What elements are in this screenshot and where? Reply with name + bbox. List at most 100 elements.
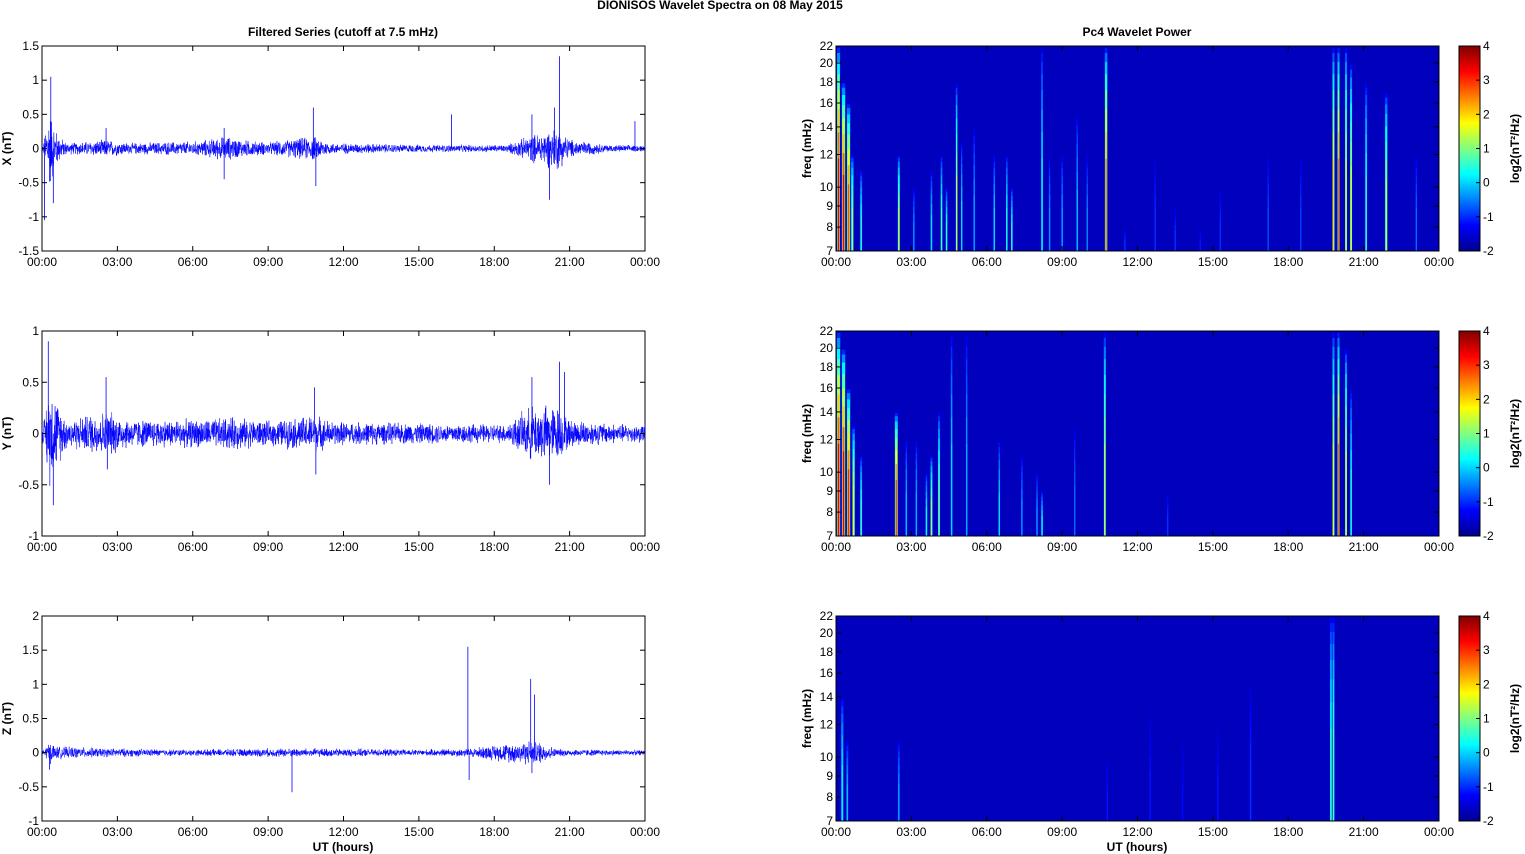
series-panel-y: -1 -0.5 0 0.5 1 00:00 03:00 06:00 09:00 12:00 15:0… xyxy=(0,324,660,554)
y-tick-label: -1 xyxy=(28,529,39,543)
wavelet-streak xyxy=(898,207,900,251)
colorbar-tick-label: -2 xyxy=(1483,244,1494,258)
series-line xyxy=(41,121,646,182)
colorbar-tick-label: 2 xyxy=(1483,107,1490,121)
freq-tick-label: 14 xyxy=(820,405,834,419)
freq-tick-label: 10 xyxy=(820,465,834,479)
wavelet-streak xyxy=(852,486,855,536)
wavelet-streak xyxy=(1105,158,1107,251)
y-tick-label: -1 xyxy=(28,814,39,828)
wavelet-streak xyxy=(1337,158,1340,251)
wavelet-streak xyxy=(1086,207,1088,251)
colorbar-tick-label: -1 xyxy=(1483,495,1494,509)
x-tick-label: 06:00 xyxy=(972,825,1002,839)
x-tick-label: 21:00 xyxy=(555,255,585,269)
x-tick-label: 12:00 xyxy=(1122,540,1152,554)
wavelet-ylabel: freq (mHz) xyxy=(800,404,814,463)
colorbar-tick-label: 3 xyxy=(1483,643,1490,657)
wavelet-streak xyxy=(1350,469,1352,536)
colorbar-tick-label: -2 xyxy=(1483,529,1494,543)
x-tick-label: 15:00 xyxy=(1198,255,1228,269)
series-ylabel: Z (nT) xyxy=(0,702,14,735)
wavelet-streak xyxy=(1267,207,1269,251)
wavelet-streak xyxy=(1076,189,1078,251)
wavelet-streak xyxy=(1174,230,1176,251)
wavelet-streak xyxy=(1332,158,1335,251)
freq-tick-label: 9 xyxy=(826,484,833,498)
colorbar-tick-label: 0 xyxy=(1483,176,1490,190)
colorbar-tick-label: 0 xyxy=(1483,746,1490,760)
wavelet-streak xyxy=(860,214,862,251)
x-tick-label: 00:00 xyxy=(630,825,660,839)
colorbar-tick-label: 3 xyxy=(1483,358,1490,372)
wavelet-streak xyxy=(898,784,900,821)
freq-tick-label: 14 xyxy=(820,690,834,704)
figure-title: DIONISOS Wavelet Spectra on 08 May 2015 xyxy=(597,0,843,12)
wavelet-streak xyxy=(1249,759,1252,821)
x-tick-label: 09:00 xyxy=(1047,540,1077,554)
wavelet-streak xyxy=(1167,515,1169,536)
wavelet-streak xyxy=(837,443,840,536)
x-tick-label: 21:00 xyxy=(555,825,585,839)
freq-tick-label: 8 xyxy=(826,790,833,804)
wavelet-streak xyxy=(842,174,845,251)
x-tick-label: 15:00 xyxy=(404,540,434,554)
freq-tick-label: 16 xyxy=(820,381,834,395)
x-tick-label: 06:00 xyxy=(178,825,208,839)
freq-tick-label: 18 xyxy=(820,75,834,89)
wavelet-streak xyxy=(1006,207,1008,251)
wavelet-ylabel: freq (mHz) xyxy=(800,689,814,748)
wavelet-streak xyxy=(1332,443,1335,536)
wavelet-streak xyxy=(1074,486,1076,536)
wavelet-streak xyxy=(905,492,907,536)
y-tick-label: 0.5 xyxy=(22,107,39,121)
x-tick-label: 15:00 xyxy=(1198,540,1228,554)
wavelet-ylabel: freq (mHz) xyxy=(800,119,814,178)
wavelet-streak xyxy=(1365,174,1367,251)
wavelet-streak xyxy=(1041,158,1043,251)
x-tick-label: 03:00 xyxy=(896,540,926,554)
wavelet-streak xyxy=(913,222,915,251)
colorbar-tick-label: -1 xyxy=(1483,780,1494,794)
freq-tick-label: 7 xyxy=(826,244,833,258)
y-tick-label: 1 xyxy=(32,677,39,691)
series-line xyxy=(41,741,646,765)
wavelet-streak xyxy=(945,222,948,251)
wavelet-streak xyxy=(1337,443,1340,536)
wavelet-streak xyxy=(1219,222,1222,251)
colorbar-tick-label: 4 xyxy=(1483,324,1490,338)
wavelet-streak xyxy=(940,207,943,251)
wavelet-streak xyxy=(1104,443,1106,536)
colorbar-tick-label: 1 xyxy=(1483,427,1490,441)
x-tick-label: 03:00 xyxy=(102,540,132,554)
left-column-title: Filtered Series (cutoff at 7.5 mHz) xyxy=(248,25,438,39)
y-tick-label: 1 xyxy=(32,73,39,87)
left-xlabel: UT (hours) xyxy=(313,840,374,854)
wavelet-streak xyxy=(930,214,933,251)
wavelet-streak xyxy=(1350,166,1352,251)
y-tick-label: 1.5 xyxy=(22,39,39,53)
wavelet-streak xyxy=(1345,451,1347,536)
wavelet-streak xyxy=(1199,240,1201,251)
y-tick-label: 0 xyxy=(32,746,39,760)
series-panel-z: -1 -0.5 0 0.5 1 1.5 2 00:00 03:00 06:00 09:00 12:00… xyxy=(0,609,660,839)
wavelet-streak xyxy=(841,765,843,821)
x-tick-label: 15:00 xyxy=(404,255,434,269)
x-tick-label: 00:00 xyxy=(27,540,57,554)
panels-group: -1.5-1-0.500.511.500:00 03:00 06:00 09:00 12… xyxy=(0,39,1522,839)
x-tick-label: 00:00 xyxy=(821,825,851,839)
x-tick-label: 12:00 xyxy=(328,255,358,269)
x-tick-label: 06:00 xyxy=(178,540,208,554)
y-tick-label: -1.5 xyxy=(18,244,39,258)
x-tick-label: 00:00 xyxy=(1424,255,1454,269)
wavelet-streak xyxy=(1021,499,1023,536)
wavelet-streak xyxy=(1182,784,1184,821)
x-tick-label: 18:00 xyxy=(1273,540,1303,554)
x-tick-label: 03:00 xyxy=(896,825,926,839)
x-tick-label: 00:00 xyxy=(821,255,851,269)
y-tick-label: 1.5 xyxy=(22,643,39,657)
x-tick-label: 06:00 xyxy=(972,540,1002,554)
